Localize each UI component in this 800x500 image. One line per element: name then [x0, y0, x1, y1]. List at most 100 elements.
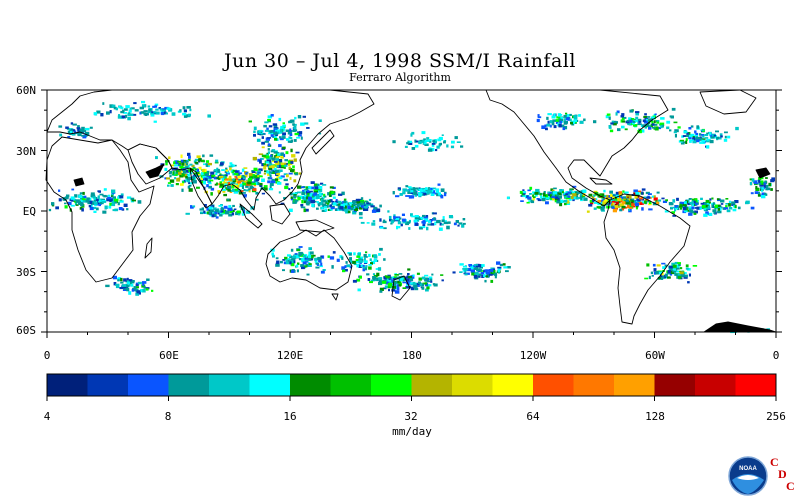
rain-cell [320, 199, 324, 203]
rain-cell [123, 112, 128, 114]
rain-cell [423, 141, 427, 145]
rain-cell [389, 279, 393, 283]
rain-cell [621, 117, 625, 121]
rain-cell [358, 212, 363, 216]
rain-cell [457, 224, 460, 227]
rain-cell [706, 145, 710, 149]
rain-cell [177, 164, 182, 167]
rain-cell [305, 263, 309, 267]
rain-cell [299, 195, 303, 199]
rain-cell [85, 127, 90, 131]
rain-cell [182, 181, 185, 184]
rain-cell [123, 278, 127, 282]
rain-cell [619, 193, 623, 196]
rain-cell [255, 169, 261, 172]
rain-cell [435, 149, 438, 152]
rain-cell [96, 198, 99, 202]
rain-cell [375, 268, 379, 270]
rain-cell [352, 260, 356, 264]
rain-cell [155, 156, 158, 160]
rain-cell [617, 198, 622, 202]
rain-cell [557, 192, 562, 196]
rain-cell [404, 145, 408, 148]
rain-cell [505, 270, 509, 273]
rain-cell [320, 182, 324, 185]
rain-cell [537, 199, 542, 202]
rain-cell [664, 264, 668, 268]
rain-cell [264, 170, 268, 173]
rain-cell [70, 196, 75, 200]
rain-cell [300, 264, 304, 268]
rain-cell [332, 251, 336, 254]
rain-cell [273, 167, 277, 171]
rain-cell [547, 193, 552, 196]
rain-cell [547, 120, 550, 124]
rain-cell [125, 114, 128, 118]
rain-cell [230, 169, 234, 173]
rain-cell [182, 170, 187, 174]
rain-cell [285, 129, 290, 132]
rain-cell [621, 113, 625, 116]
rain-cell [192, 205, 196, 208]
rain-cell [294, 255, 299, 258]
rain-cell [188, 184, 192, 187]
rain-cell [169, 170, 173, 174]
rain-cell [185, 212, 190, 215]
rain-cell [339, 255, 343, 259]
rain-cell [97, 195, 100, 199]
rain-cell [89, 201, 93, 205]
rain-cell [619, 203, 622, 207]
rain-cell [76, 127, 81, 130]
rain-cell [528, 200, 532, 202]
rain-cell [700, 134, 705, 136]
rain-cell [626, 199, 629, 203]
rain-cell [285, 260, 289, 263]
rain-cell [150, 114, 155, 117]
rain-cell [122, 289, 127, 291]
rain-cell [318, 185, 323, 189]
rain-cell [215, 172, 218, 175]
rain-cell [332, 186, 336, 189]
rain-cell [233, 208, 237, 211]
rain-cell [124, 286, 129, 289]
rain-cell [677, 262, 681, 265]
rain-cell [419, 282, 422, 286]
rain-cell [627, 122, 630, 126]
rain-cell [366, 273, 370, 276]
lat-label-30n: 30N [16, 145, 36, 158]
rain-cell [285, 183, 289, 186]
rain-cell [632, 120, 636, 123]
rain-cell [82, 135, 87, 139]
rain-cell [340, 204, 345, 208]
rain-cell [765, 184, 769, 188]
rain-cell [532, 196, 536, 199]
rain-cell [187, 113, 191, 117]
rain-cell [216, 182, 219, 185]
rain-cell [196, 168, 199, 172]
rain-cell [303, 197, 307, 201]
rain-cell [297, 195, 301, 198]
rain-cell [667, 270, 671, 273]
rain-cell [754, 182, 759, 185]
rain-cell [265, 153, 269, 157]
rain-cell [529, 186, 533, 190]
rain-cell [623, 116, 627, 119]
rain-cell [252, 156, 257, 161]
rain-cell [674, 273, 678, 276]
rain-cell [308, 198, 311, 202]
rain-cell [428, 220, 431, 223]
rain-cell [362, 264, 365, 267]
rain-cell [341, 266, 346, 270]
rain-cell [464, 273, 468, 276]
lat-label-60s: 60S [16, 324, 36, 337]
rain-cell [443, 221, 449, 225]
rain-cell [114, 198, 119, 202]
rain-cell [201, 159, 205, 163]
rain-cell [689, 209, 694, 213]
rain-cell [241, 177, 244, 180]
rain-cell [168, 156, 171, 159]
rain-cell [666, 120, 671, 124]
rain-cell [453, 222, 457, 226]
rain-cell [373, 255, 378, 259]
rain-cell [523, 191, 527, 194]
